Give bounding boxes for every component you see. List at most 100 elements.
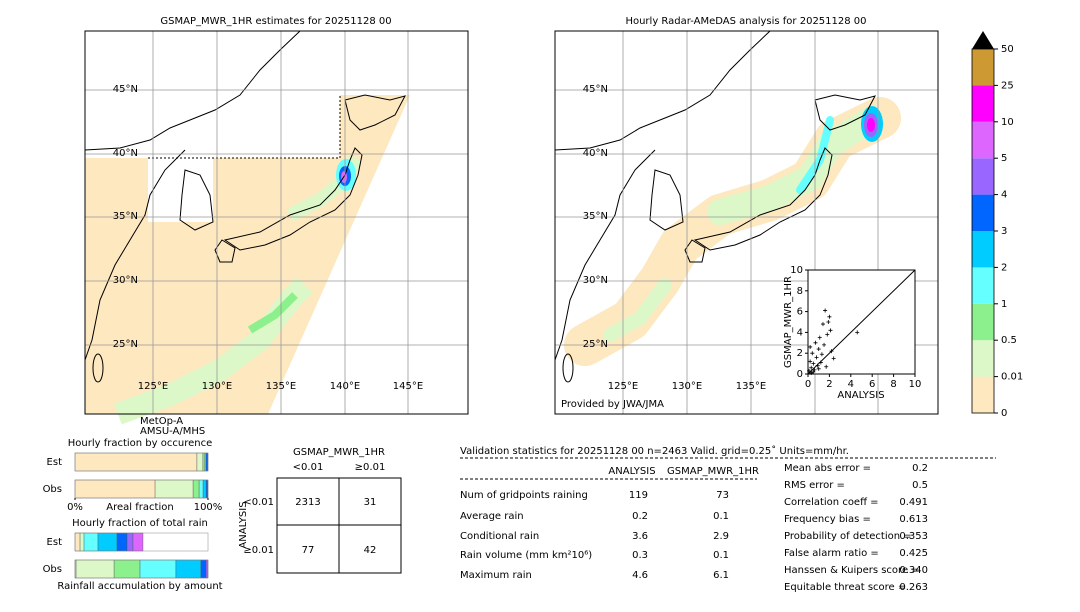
point — [826, 320, 831, 324]
row-label: Maximum rain — [460, 570, 532, 581]
point — [822, 342, 827, 347]
bar-segment — [83, 532, 99, 552]
lat-label: 40°N — [583, 148, 608, 159]
row-title: ANALYSIS — [238, 501, 249, 548]
table-cell: 3.6 — [632, 531, 648, 542]
bar-segment — [132, 532, 144, 552]
lon-label: 125°E — [138, 381, 168, 392]
lon-label: 135°E — [736, 381, 766, 392]
chart-title: Hourly fraction of total rain — [72, 518, 208, 529]
category-label: Obs — [43, 564, 62, 575]
score-value: 0.263 — [899, 582, 928, 593]
point — [824, 364, 829, 369]
point — [812, 367, 817, 372]
point — [823, 308, 828, 313]
chart-title: Hourly fraction by occurence — [68, 438, 212, 449]
point — [816, 366, 821, 371]
point — [816, 347, 821, 352]
lon-label: 130°E — [202, 381, 232, 392]
col-header: GSMAP_MWR_1HR — [667, 466, 759, 477]
colorbar-label: 0.01 — [1001, 372, 1023, 383]
bar-segment — [200, 559, 207, 579]
bar-segment — [192, 479, 200, 499]
score-label: Probability of detection = — [784, 531, 912, 542]
score-label: RMS error = — [784, 480, 845, 491]
col-header: ANALYSIS — [608, 466, 655, 477]
x-tick-label: 2 — [826, 379, 832, 390]
point — [828, 328, 833, 333]
score-value: 0.5 — [912, 480, 928, 491]
row-header: ≥0.01 — [243, 545, 274, 556]
y-tick-label: 6 — [797, 307, 803, 318]
table-cell: 0.1 — [713, 511, 729, 522]
colorbar-segment — [972, 194, 994, 231]
lon-label: 135°E — [266, 381, 296, 392]
point — [813, 340, 818, 345]
point — [825, 332, 830, 337]
bar-segment — [198, 479, 204, 499]
rain-area — [247, 292, 298, 334]
table-cell: 0.3 — [632, 550, 648, 561]
colorbar-label: 0 — [1001, 408, 1007, 419]
bar-segment — [205, 559, 209, 579]
lon-label: 145°E — [393, 381, 423, 392]
y-tick-label: 4 — [797, 327, 803, 338]
point — [807, 368, 812, 373]
x-tick-label: 0% — [67, 502, 83, 513]
score-value: 0.353 — [899, 531, 928, 542]
lat-label: 35°N — [113, 211, 138, 222]
category-label: Est — [47, 457, 63, 468]
lon-label: 130°E — [672, 381, 702, 392]
colorbar-label: 50 — [1001, 44, 1014, 55]
bar-segment — [74, 479, 156, 499]
x-tick-label: 6 — [869, 379, 875, 390]
table-title: GSMAP_MWR_1HR — [293, 447, 385, 458]
map-frame — [554, 30, 939, 415]
point — [811, 369, 816, 374]
score-label: False alarm ratio = — [784, 548, 879, 559]
colorbar-segment — [972, 158, 994, 195]
point — [810, 351, 815, 356]
x-tick-label: 8 — [890, 379, 896, 390]
map-frame — [84, 30, 469, 415]
category-label: Obs — [43, 484, 62, 495]
lon-label: 140°E — [330, 381, 360, 392]
table-cell: 2.9 — [713, 531, 729, 542]
bar-segment — [205, 452, 209, 472]
credit: Provided by JWA/JMA — [561, 399, 664, 410]
colorbar-label: 5 — [1001, 153, 1007, 164]
x-tick-label: 4 — [848, 379, 854, 390]
point — [809, 365, 814, 370]
table-cell: 6.1 — [713, 570, 729, 581]
score-label: Correlation coeff = — [784, 497, 879, 508]
point — [831, 356, 836, 361]
colorbar-label: 0.5 — [1001, 335, 1017, 346]
rain-area — [867, 118, 875, 132]
row-label: Rain volume (mm km²10⁶) — [460, 550, 592, 561]
point — [818, 360, 823, 365]
row-label: Average rain — [460, 511, 524, 522]
satellite-note: MetOp-A — [140, 416, 183, 427]
rain-area — [603, 278, 672, 342]
colorbar-segment — [972, 85, 994, 122]
table-cell: 4.6 — [632, 570, 648, 581]
bar-frame — [74, 452, 209, 472]
lat-label: 30°N — [113, 275, 138, 286]
col-header: ≥0.01 — [355, 462, 386, 473]
point — [817, 335, 822, 340]
table-cell: 31 — [364, 497, 377, 508]
lon-label: 125°E — [608, 381, 638, 392]
lat-label: 25°N — [113, 339, 138, 350]
point — [819, 352, 824, 357]
table-cell: 42 — [364, 545, 377, 556]
bar-segment — [113, 559, 141, 579]
point — [820, 322, 825, 327]
map-title: GSMAP_MWR_1HR estimates for 20251128 00 — [160, 16, 391, 27]
score-value: 0.491 — [899, 497, 928, 508]
bar-segment — [202, 479, 207, 499]
table-cell: 2313 — [295, 497, 320, 508]
score-value: 0.425 — [899, 548, 928, 559]
bar-segment — [154, 479, 194, 499]
colorbar-segment — [972, 231, 994, 268]
